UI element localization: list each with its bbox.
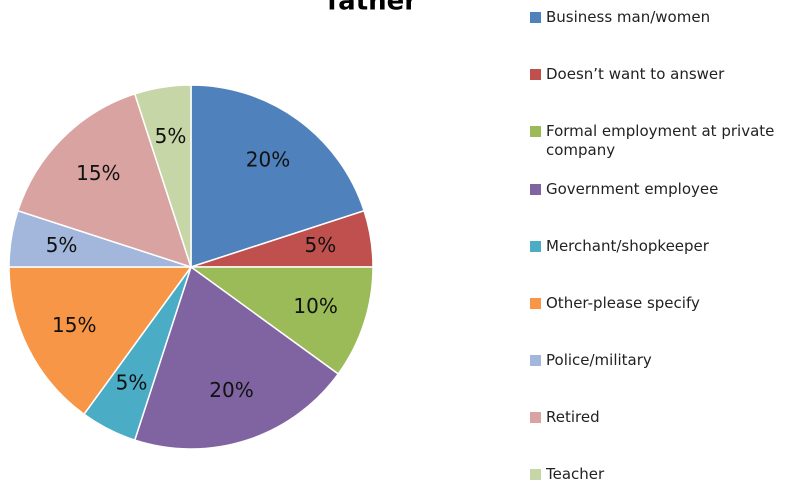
pie-slice bbox=[8, 266, 193, 416]
legend-label: Business man/women bbox=[546, 8, 711, 26]
legend-swatch bbox=[530, 12, 541, 23]
legend-item: Government employee bbox=[530, 180, 812, 199]
legend-label: Formal employment at private company bbox=[546, 122, 775, 159]
legend-item: Police/military bbox=[530, 351, 812, 370]
pie-slice bbox=[16, 92, 193, 269]
legend-item: Business man/women bbox=[530, 8, 812, 27]
data-label: 5% bbox=[155, 124, 187, 148]
legend-swatch bbox=[530, 126, 541, 137]
legend-item: Other-please specify bbox=[530, 294, 812, 313]
legend-label: Doesn’t want to answer bbox=[546, 65, 725, 83]
legend-swatch bbox=[530, 298, 541, 309]
pie-slice bbox=[190, 84, 366, 269]
data-label: 5% bbox=[305, 233, 337, 257]
legend-swatch bbox=[530, 241, 541, 252]
legend-label: Retired bbox=[546, 408, 600, 426]
legend-label: Teacher bbox=[546, 465, 605, 483]
data-label: 20% bbox=[209, 378, 253, 402]
pie-slice bbox=[133, 84, 192, 268]
data-label: 5% bbox=[46, 233, 78, 257]
data-label: 10% bbox=[293, 294, 337, 318]
pie-slice bbox=[188, 266, 374, 376]
legend-label: Government employee bbox=[546, 180, 719, 198]
legend-swatch bbox=[530, 469, 541, 480]
legend-item: Retired bbox=[530, 408, 812, 427]
data-label: 15% bbox=[76, 161, 120, 185]
legend-item: Formal employment at private company bbox=[530, 122, 812, 160]
chart-title: father bbox=[327, 0, 417, 17]
legend-item: Doesn’t want to answer bbox=[530, 65, 812, 84]
legend-label: Police/military bbox=[546, 351, 652, 369]
legend-swatch bbox=[530, 184, 541, 195]
data-label: 15% bbox=[52, 313, 96, 337]
pie-slice bbox=[133, 265, 340, 450]
legend-label: Other-please specify bbox=[546, 294, 700, 312]
legend-item: Merchant/shopkeeper bbox=[530, 237, 812, 256]
data-label: 20% bbox=[246, 147, 290, 171]
data-label: 5% bbox=[116, 370, 148, 394]
legend-swatch bbox=[530, 355, 541, 366]
legend-swatch bbox=[530, 69, 541, 80]
legend-label: Merchant/shopkeeper bbox=[546, 237, 709, 255]
legend-swatch bbox=[530, 412, 541, 423]
legend-item: Teacher bbox=[530, 465, 812, 484]
